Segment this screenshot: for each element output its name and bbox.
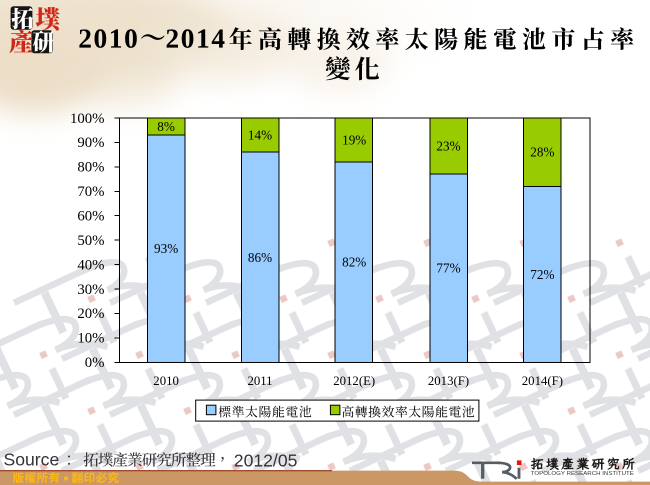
svg-text:19%: 19% <box>342 133 366 148</box>
svg-text:86%: 86% <box>248 250 272 265</box>
svg-text:72%: 72% <box>530 267 554 282</box>
svg-text:100%: 100% <box>70 111 105 127</box>
svg-text:82%: 82% <box>342 255 366 270</box>
svg-text:2012(E): 2012(E) <box>333 374 375 388</box>
svg-text:2010: 2010 <box>153 374 179 388</box>
svg-text:30%: 30% <box>77 282 104 298</box>
svg-text:40%: 40% <box>77 257 104 273</box>
svg-text:28%: 28% <box>530 145 554 160</box>
svg-text:Source: Source <box>4 450 60 470</box>
svg-text:10%: 10% <box>77 331 104 347</box>
svg-text:TOPOLOGY RESEARCH INSTITUTE: TOPOLOGY RESEARCH INSTITUTE <box>531 471 634 477</box>
svg-text:80%: 80% <box>77 160 104 176</box>
svg-text:93%: 93% <box>154 241 178 256</box>
svg-text:70%: 70% <box>77 184 104 200</box>
svg-text:50%: 50% <box>77 233 104 249</box>
svg-text:2011: 2011 <box>247 374 272 388</box>
svg-text:60%: 60% <box>77 209 104 225</box>
svg-text:2013(F): 2013(F) <box>428 374 469 388</box>
svg-text:77%: 77% <box>436 261 460 276</box>
svg-text:23%: 23% <box>436 139 460 154</box>
svg-text:0%: 0% <box>85 355 105 371</box>
svg-text:90%: 90% <box>77 135 104 151</box>
svg-text:14%: 14% <box>248 128 272 143</box>
svg-text:20%: 20% <box>77 306 104 322</box>
svg-text:2012/05: 2012/05 <box>234 450 298 470</box>
svg-text:8%: 8% <box>157 119 175 134</box>
svg-text:2014(F): 2014(F) <box>522 374 563 388</box>
